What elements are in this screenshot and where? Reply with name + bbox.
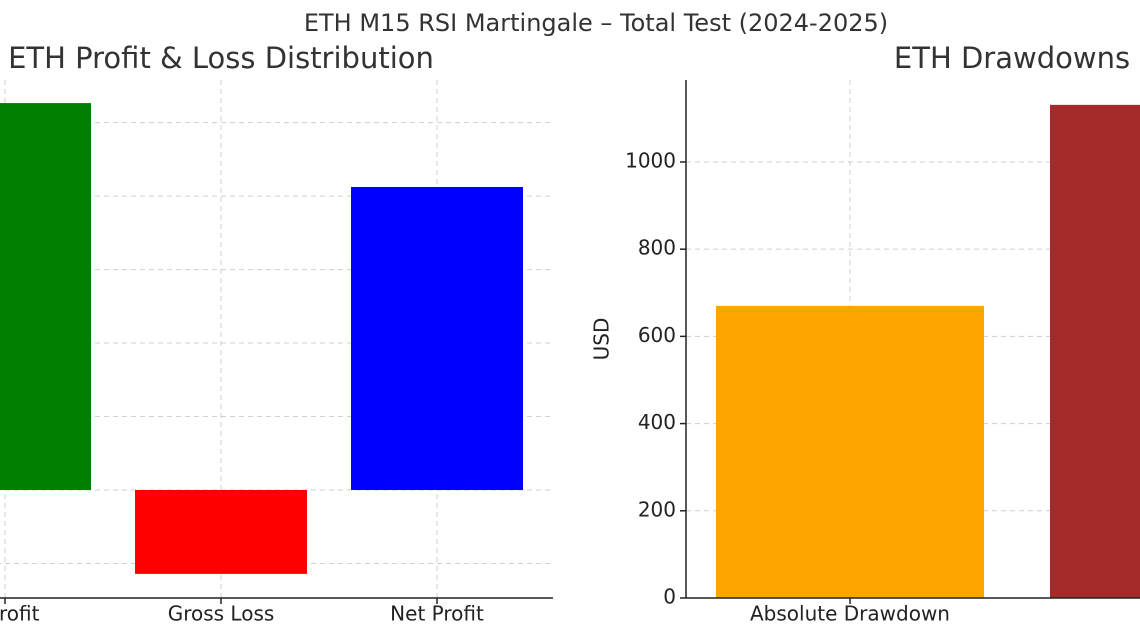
x-tick-label: Gross Loss: [168, 602, 275, 626]
x-tick-label: Absolute Drawdown: [750, 602, 950, 626]
bar: [1050, 104, 1140, 598]
y-tick-label: 1000: [625, 148, 676, 172]
chart-title: ETH Profit & Loss Distribution: [8, 41, 434, 75]
chart-title: ETH Drawdowns: [894, 41, 1130, 75]
bar: [135, 489, 307, 574]
bar: [0, 103, 91, 490]
bar: [351, 186, 523, 490]
figure-title: ETH M15 RSI Martingale – Total Test (202…: [304, 9, 888, 37]
y-tick-label: 200: [638, 497, 676, 521]
y-tick-label: 600: [638, 323, 676, 347]
x-tick-label: s Profit: [0, 602, 40, 626]
y-tick-label: 800: [638, 236, 676, 260]
y-axis-label: USD: [590, 318, 614, 361]
y-tick-label: 0: [663, 585, 676, 609]
x-tick-label: Net Profit: [390, 602, 484, 626]
bar: [716, 305, 984, 598]
y-tick-label: 400: [638, 410, 676, 434]
